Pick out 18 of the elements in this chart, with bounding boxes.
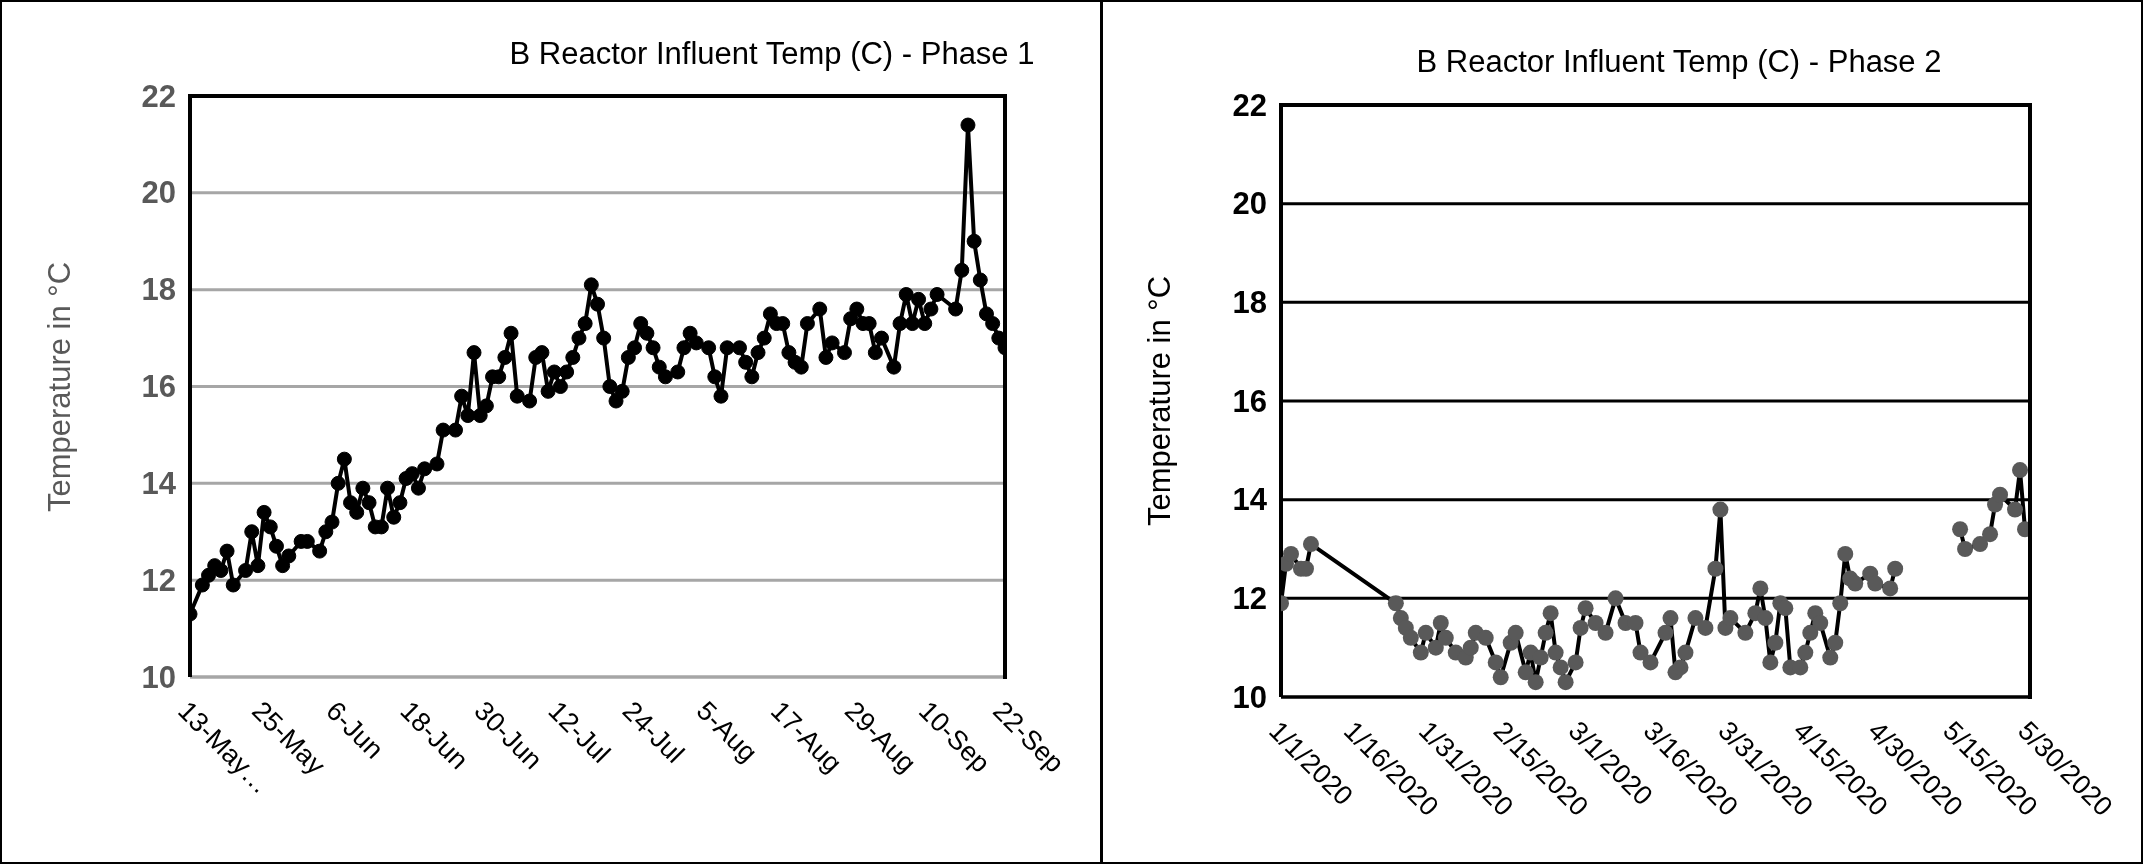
y-tick-label: 10	[141, 659, 176, 695]
y-tick-label: 20	[141, 175, 176, 211]
y-tick-label: 12	[141, 562, 176, 598]
y-tick-label: 22	[141, 78, 176, 114]
y-tick-label: 16	[1232, 383, 1267, 419]
y-tick-label: 18	[1232, 284, 1267, 320]
y-tick-label: 20	[1232, 186, 1267, 222]
y-tick-label: 10	[1232, 679, 1267, 715]
y-tick-label: 14	[1232, 482, 1268, 518]
y-axis-title: Temperature in °C	[42, 261, 78, 512]
chart-title: B Reactor Influent Temp (C) - Phase 2	[1416, 44, 1942, 80]
y-tick-label: 14	[141, 465, 177, 501]
y-tick-label: 22	[1232, 87, 1267, 123]
y-axis-title: Temperature in °C	[1142, 275, 1178, 527]
y-tick-label: 16	[141, 369, 176, 404]
y-tick-label: 18	[141, 272, 176, 308]
y-tick-label: 12	[1232, 580, 1267, 616]
chart-title: B Reactor Influent Temp (C) - Phase 1	[509, 36, 1035, 72]
